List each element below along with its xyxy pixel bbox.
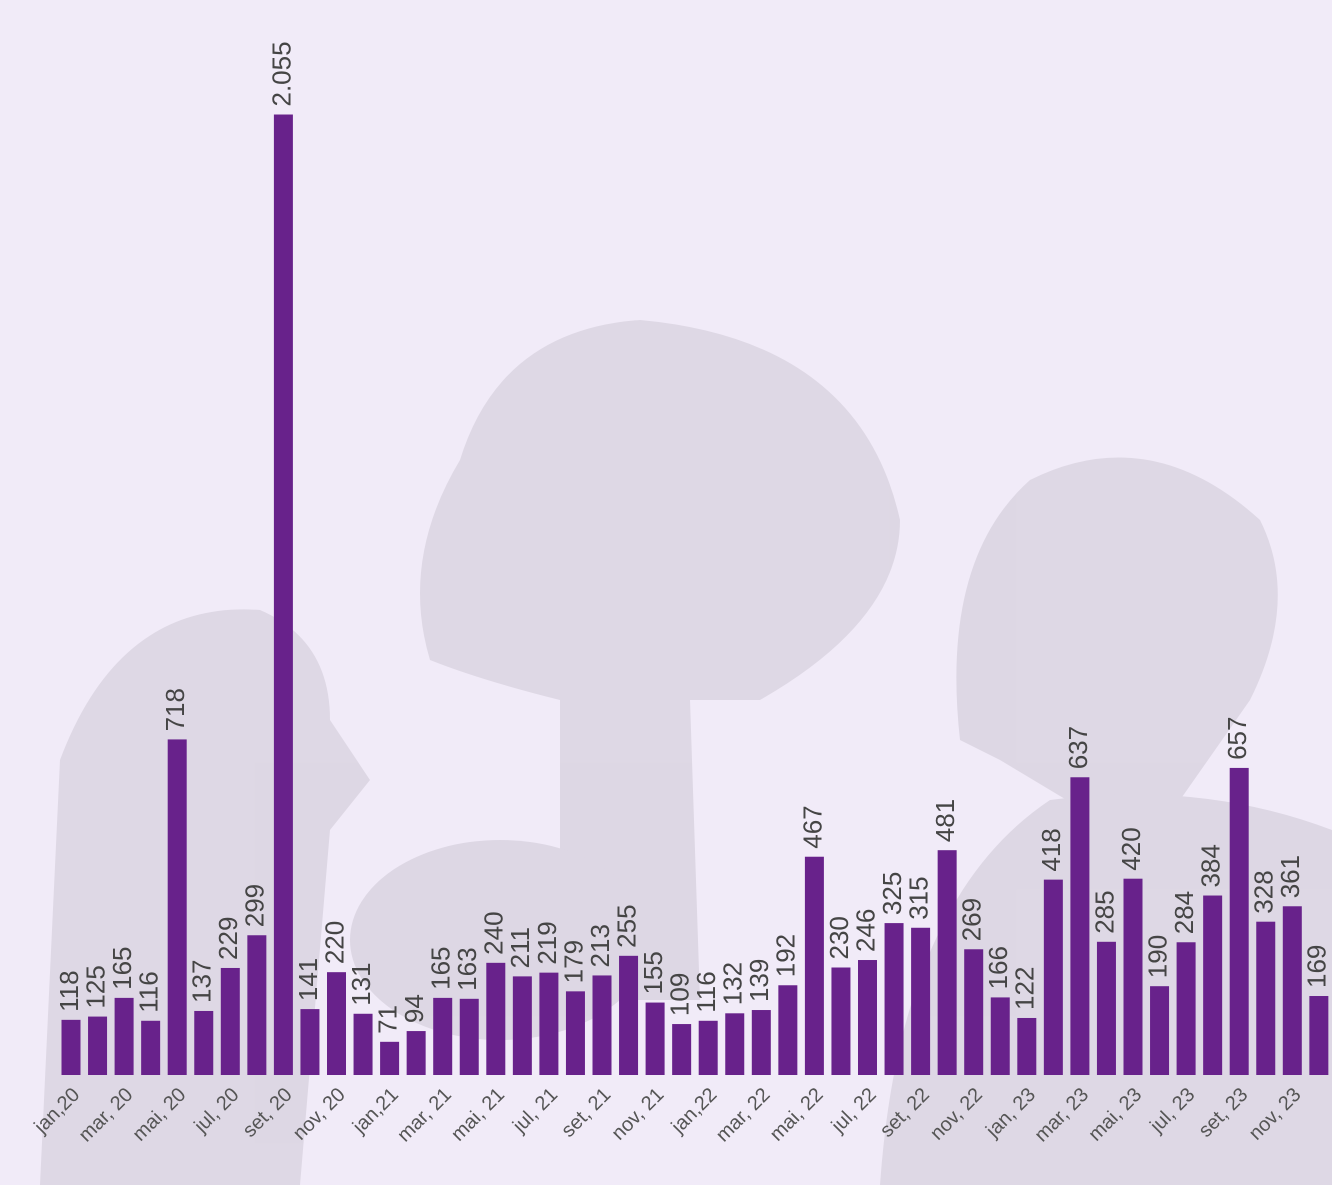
- bar: [1283, 906, 1302, 1075]
- bar: [221, 968, 240, 1075]
- value-label: 467: [797, 805, 827, 848]
- bar: [938, 850, 957, 1075]
- value-label: 118: [54, 970, 84, 1011]
- bar: [964, 949, 983, 1075]
- bar: [672, 1024, 691, 1075]
- value-label: 122: [1010, 967, 1040, 1010]
- bar: [911, 928, 930, 1075]
- bar: [1177, 942, 1196, 1075]
- bar: [141, 1021, 160, 1075]
- bar: [1256, 922, 1275, 1075]
- bar: [433, 998, 452, 1075]
- bar: [354, 1014, 373, 1075]
- value-label: 481: [930, 799, 960, 842]
- value-label: 637: [1063, 726, 1093, 769]
- value-label: 219: [532, 921, 562, 964]
- bar: [619, 956, 638, 1075]
- value-label: 384: [1196, 844, 1226, 887]
- bar: [1097, 942, 1116, 1075]
- bar: [1309, 996, 1328, 1075]
- bar: [805, 857, 824, 1075]
- value-label: 165: [107, 946, 137, 989]
- value-label: 116: [134, 971, 164, 1012]
- bar: [566, 991, 585, 1075]
- value-label: 71: [372, 1005, 402, 1034]
- value-label: 192: [771, 934, 801, 977]
- value-label: 190: [1142, 935, 1172, 978]
- bar: [699, 1021, 718, 1075]
- bar: [1230, 768, 1249, 1075]
- bar: [274, 115, 293, 1075]
- bar: [407, 1031, 426, 1075]
- bar: [486, 963, 505, 1075]
- value-label: 166: [983, 946, 1013, 989]
- bar: [1070, 777, 1089, 1075]
- value-label: 155: [638, 951, 668, 994]
- value-label: 325: [877, 872, 907, 915]
- bar: [460, 999, 479, 1075]
- bar: [168, 739, 187, 1075]
- value-label: 285: [1089, 890, 1119, 933]
- value-label: 137: [187, 960, 217, 1003]
- value-label: 255: [611, 904, 641, 947]
- value-label: 109: [665, 973, 695, 1016]
- value-label: 230: [824, 916, 854, 959]
- value-label: 131: [346, 962, 376, 1005]
- value-label: 361: [1275, 855, 1305, 898]
- bar: [1203, 896, 1222, 1075]
- value-label: 220: [319, 921, 349, 964]
- value-label: 269: [957, 898, 987, 941]
- bar: [725, 1013, 744, 1075]
- bar: [858, 960, 877, 1075]
- value-label: 657: [1222, 717, 1252, 760]
- bar: [1150, 986, 1169, 1075]
- value-label: 211: [505, 927, 535, 968]
- value-label: 125: [80, 965, 110, 1008]
- bar: [300, 1009, 319, 1075]
- bar: [539, 973, 558, 1075]
- value-label: 315: [903, 876, 933, 919]
- value-label: 94: [399, 994, 429, 1023]
- bar: [62, 1020, 81, 1075]
- bar: [885, 923, 904, 1075]
- value-label: 213: [585, 924, 615, 967]
- chart: 118jan,20125165mar, 20116718mai, 2013722…: [0, 0, 1332, 1185]
- bar: [194, 1011, 213, 1075]
- bar: [513, 976, 532, 1075]
- bar: [88, 1017, 107, 1075]
- bar: [1017, 1018, 1036, 1075]
- value-label: 165: [426, 946, 456, 989]
- value-label: 229: [213, 917, 243, 960]
- value-label: 718: [160, 688, 190, 731]
- value-label: 139: [744, 959, 774, 1002]
- value-label: 163: [452, 947, 482, 990]
- value-label: 284: [1169, 891, 1199, 934]
- bar: [1124, 879, 1143, 1075]
- value-label: 246: [850, 909, 880, 952]
- bar: [1044, 880, 1063, 1075]
- value-label: 179: [558, 940, 588, 983]
- bar: [380, 1042, 399, 1075]
- value-label: 240: [479, 911, 509, 954]
- page: 118jan,20125165mar, 20116718mai, 2013722…: [0, 0, 1332, 1185]
- value-label: 169: [1302, 945, 1332, 988]
- bar: [593, 975, 612, 1075]
- value-label: 116: [691, 971, 721, 1012]
- bar: [752, 1010, 771, 1075]
- value-label: 141: [293, 958, 323, 1001]
- value-label: 132: [718, 962, 748, 1005]
- bar: [646, 1003, 665, 1075]
- bar: [831, 968, 850, 1076]
- value-label: 328: [1249, 870, 1279, 913]
- value-label: 418: [1036, 828, 1066, 871]
- value-label: 299: [240, 884, 270, 927]
- value-label: 420: [1116, 827, 1146, 870]
- value-label: 2.055: [266, 41, 296, 106]
- bar: [115, 998, 134, 1075]
- bar: [991, 997, 1010, 1075]
- bar: [778, 985, 797, 1075]
- bar: [327, 972, 346, 1075]
- bar: [247, 935, 266, 1075]
